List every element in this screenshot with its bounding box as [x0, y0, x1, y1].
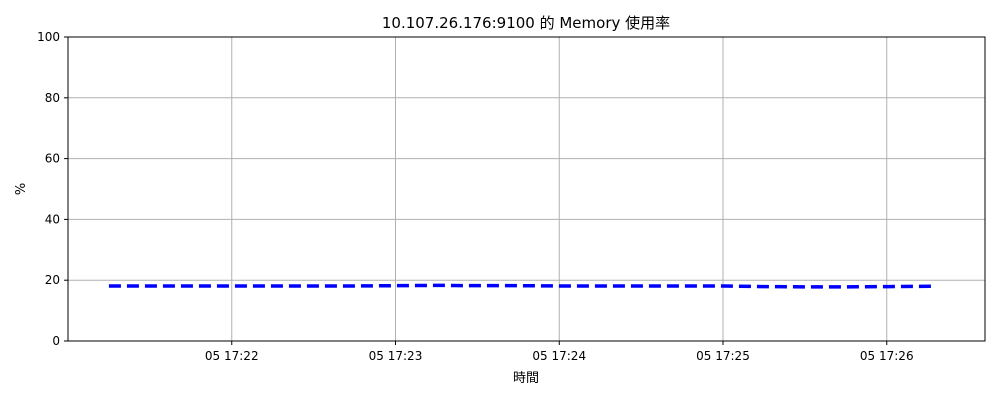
x-axis-label: 時間: [513, 371, 539, 386]
y-tick-label: 80: [45, 91, 60, 105]
y-tick-label: 20: [45, 273, 60, 287]
series-layer: [108, 283, 936, 289]
y-tick-label: 40: [45, 212, 60, 226]
x-tick-label: 05 17:26: [860, 349, 914, 363]
y-tick-label: 0: [52, 334, 60, 348]
chart-title: 10.107.26.176:9100 的 Memory 使用率: [382, 14, 670, 32]
grid-lines: [68, 36, 985, 342]
x-tick-label: 05 17:22: [205, 349, 259, 363]
axis-ticks: 0 20 40 60 80 100 05 17:22 05 17:23 05 17:24 05 1…: [37, 30, 913, 363]
x-tick-label: 05 17:23: [369, 349, 423, 363]
x-tick-label: 05 17:25: [696, 349, 750, 363]
plot-frame: [67, 36, 986, 342]
series-line: [108, 283, 936, 289]
y-axis-label: %: [14, 183, 29, 195]
x-tick-label: 05 17:24: [532, 349, 586, 363]
y-tick-label: 60: [45, 152, 60, 166]
y-tick-label: 100: [37, 30, 60, 44]
